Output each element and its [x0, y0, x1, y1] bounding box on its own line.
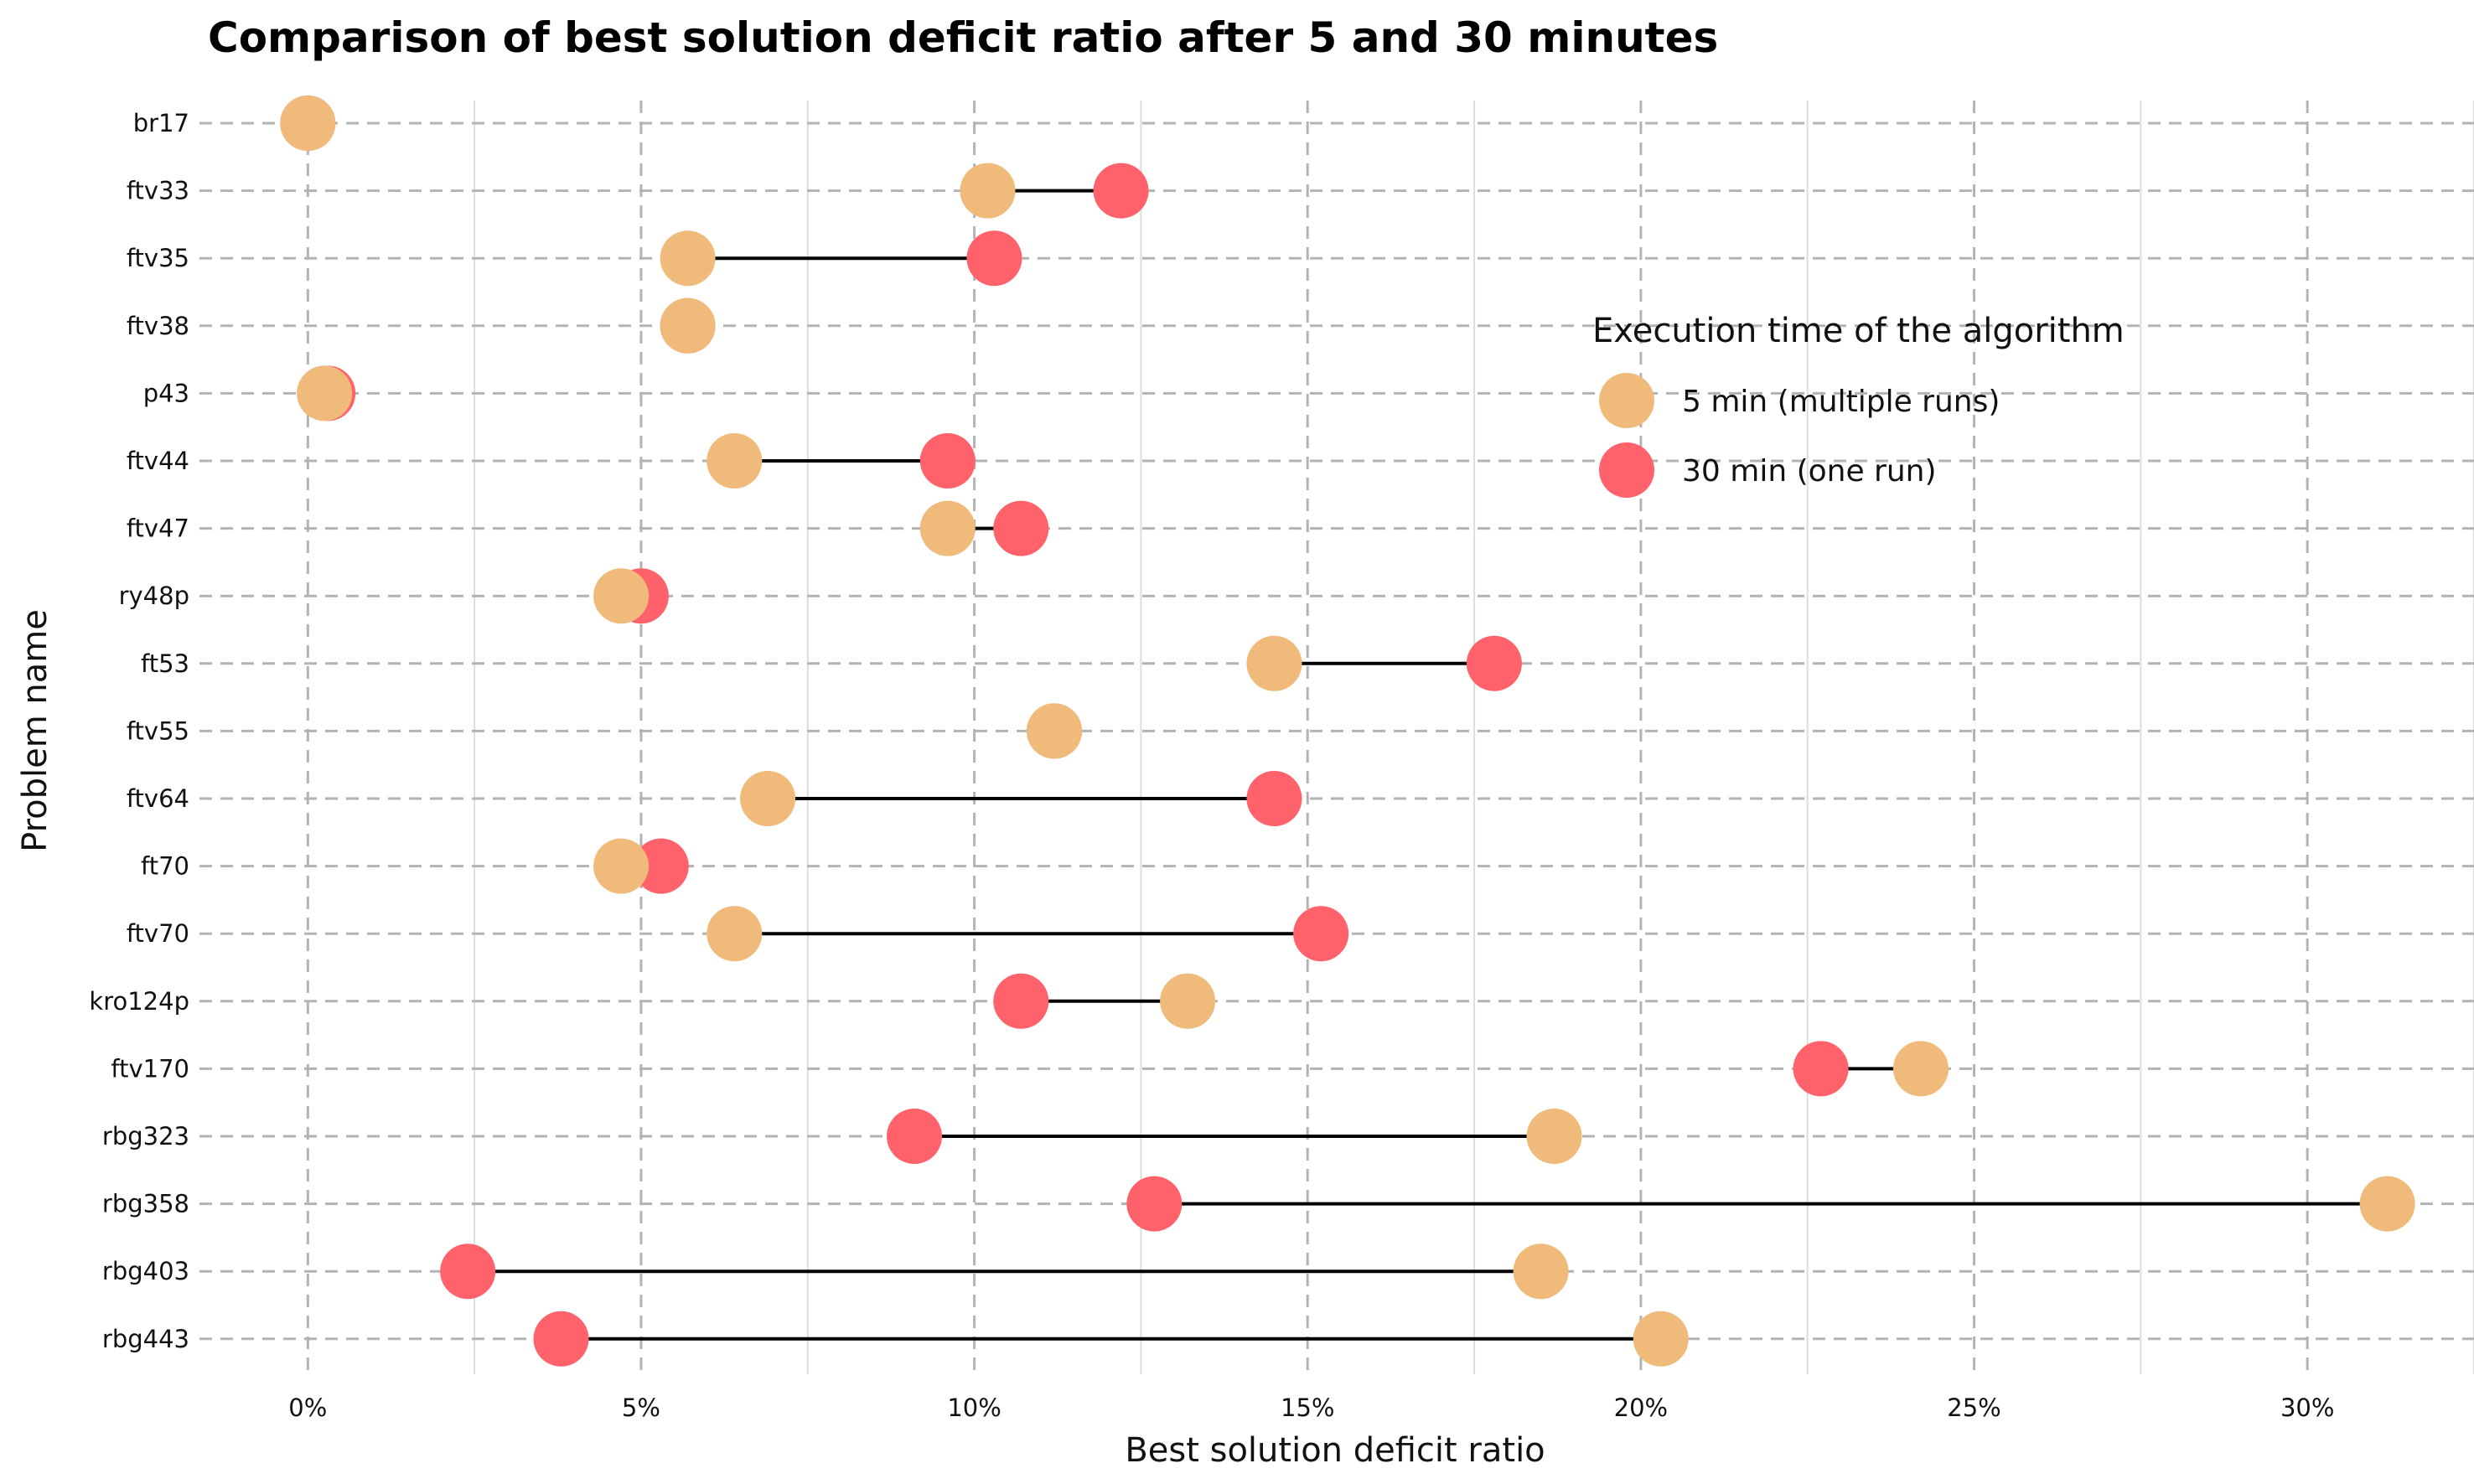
- point-30min: [993, 973, 1049, 1029]
- y-tick-label: br17: [133, 109, 189, 137]
- y-tick-label: ftv70: [127, 919, 189, 948]
- y-tick-label: rbg358: [102, 1190, 189, 1218]
- point-30min: [1126, 1176, 1183, 1232]
- point-layer: [280, 96, 2415, 1367]
- y-tick-label: ft70: [141, 852, 189, 881]
- y-tick-label: ftv55: [127, 716, 189, 745]
- y-tick-label: rbg443: [102, 1325, 189, 1353]
- point-30min: [633, 838, 689, 894]
- point-30min: [966, 230, 1022, 287]
- x-axis-label: Best solution deficit ratio: [1125, 1431, 1545, 1470]
- y-axis-label: Problem name: [16, 609, 54, 852]
- point-5min: [740, 771, 796, 826]
- x-tick-label: 10%: [947, 1394, 1001, 1422]
- point-5min: [2359, 1176, 2415, 1232]
- legend-label-5min: 5 min (multiple runs): [1682, 385, 2000, 419]
- y-tick-labels: br17 ftv33 ftv35 ftv38 p43 ftv44 ftv47 ry48p ft5…: [89, 109, 189, 1353]
- point-5min: [706, 906, 763, 962]
- x-tick-label: 0%: [288, 1394, 327, 1422]
- y-tick-label: ftv38: [127, 312, 189, 340]
- point-5min: [960, 163, 1016, 219]
- y-tick-label: ftv44: [127, 447, 189, 475]
- point-30min: [919, 433, 976, 489]
- point-30min: [993, 500, 1049, 556]
- x-tick-label: 25%: [1947, 1394, 2000, 1422]
- point-5min: [1526, 1109, 1582, 1164]
- x-tick-label: 15%: [1281, 1394, 1334, 1422]
- legend-marker-30min: [1599, 442, 1654, 498]
- row-lines-layer: [199, 122, 2474, 1341]
- point-30min: [1246, 771, 1302, 826]
- y-tick-label: ftv33: [127, 177, 189, 205]
- y-tick-label: ftv35: [127, 244, 189, 272]
- point-30min: [1093, 163, 1149, 219]
- point-30min: [440, 1244, 496, 1300]
- y-tick-label: ftv47: [127, 514, 189, 543]
- x-tick-label: 30%: [2280, 1394, 2334, 1422]
- chart-title: Comparison of best solution deficit rati…: [208, 13, 1718, 62]
- x-tick-labels: 0% 5% 10% 15% 20% 25% 30%: [288, 1394, 2334, 1422]
- point-5min: [1892, 1041, 1949, 1097]
- y-tick-label: ry48p: [119, 582, 189, 610]
- point-5min: [1513, 1244, 1569, 1300]
- point-5min: [660, 230, 716, 287]
- y-tick-label: p43: [143, 379, 189, 407]
- y-tick-label: rbg323: [102, 1122, 189, 1150]
- point-5min: [706, 433, 763, 489]
- grid-layer: [306, 101, 2474, 1374]
- point-30min: [1793, 1041, 1849, 1097]
- point-5min: [919, 500, 976, 556]
- point-5min: [593, 568, 650, 624]
- x-tick-label: 5%: [622, 1394, 660, 1422]
- legend-label-30min: 30 min (one run): [1682, 454, 1937, 489]
- y-tick-label: ft53: [141, 649, 189, 678]
- point-5min: [1246, 635, 1302, 691]
- point-5min: [1633, 1311, 1689, 1367]
- point-5min: [660, 297, 716, 354]
- y-tick-label: rbg403: [102, 1257, 189, 1285]
- legend-marker-5min: [1599, 373, 1654, 428]
- point-5min: [297, 365, 353, 421]
- point-30min: [533, 1311, 589, 1367]
- y-tick-label: kro124p: [89, 987, 189, 1016]
- point-5min: [593, 838, 650, 894]
- x-tick-label: 20%: [1614, 1394, 1668, 1422]
- legend: Execution time of the algorithm 5 min (m…: [1592, 312, 2125, 498]
- point-30min: [1293, 906, 1349, 962]
- y-tick-label: ftv170: [111, 1054, 189, 1083]
- point-5min: [1027, 703, 1083, 759]
- point-30min: [1466, 635, 1522, 691]
- point-5min: [1160, 973, 1216, 1029]
- y-tick-label: ftv64: [127, 784, 189, 813]
- point-5min: [280, 96, 336, 151]
- legend-title: Execution time of the algorithm: [1592, 312, 2125, 350]
- point-30min: [887, 1109, 943, 1164]
